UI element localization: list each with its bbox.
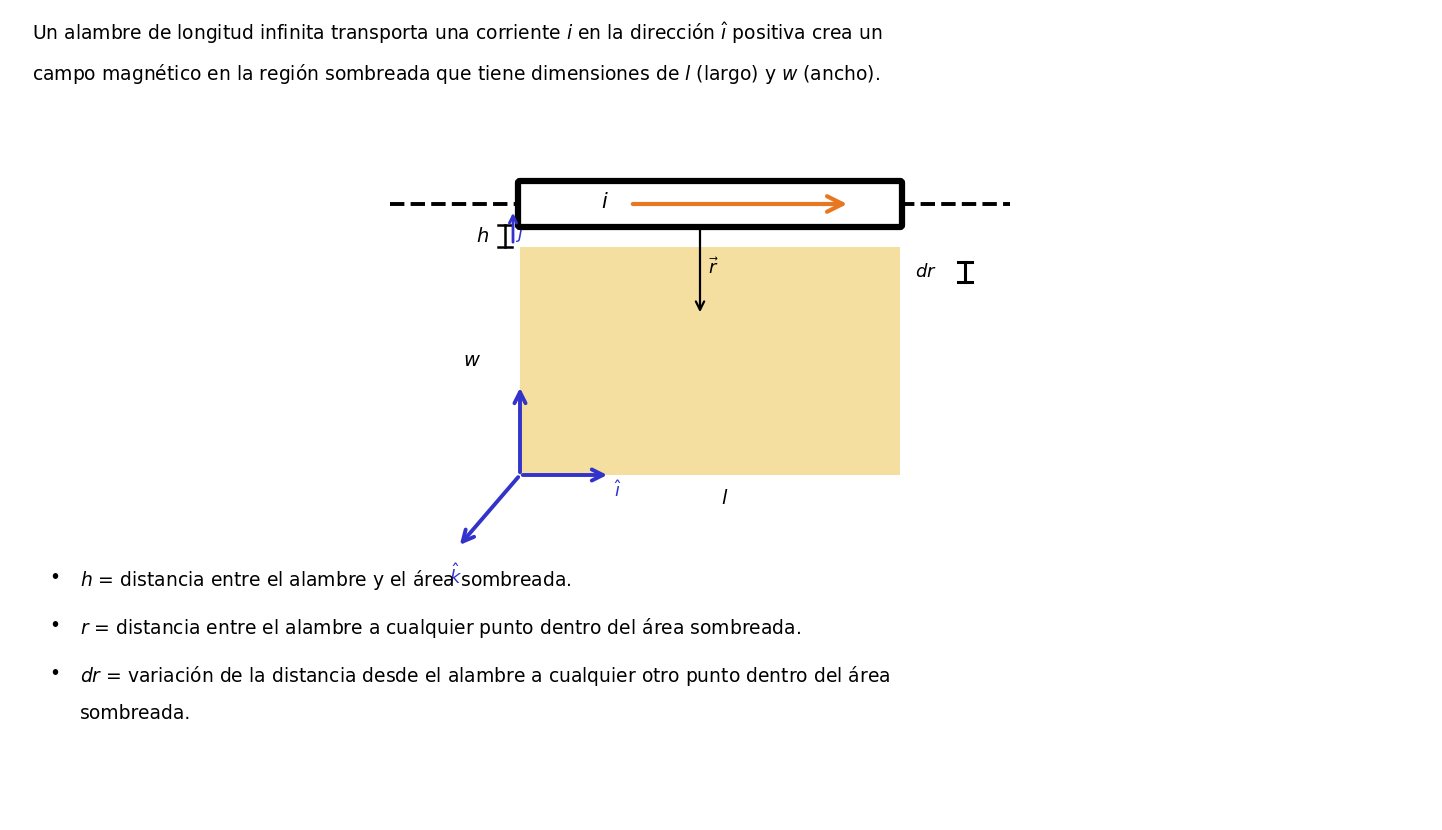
Text: •: • xyxy=(49,568,61,587)
Text: $\vec{r}$: $\vec{r}$ xyxy=(708,257,720,278)
Text: $dr$ = variación de la distancia desde el alambre a cualquier otro punto dentro : $dr$ = variación de la distancia desde e… xyxy=(79,664,890,688)
Text: $dr$: $dr$ xyxy=(916,263,937,281)
Text: sombreada.: sombreada. xyxy=(79,704,192,723)
Text: $\hat{\jmath}$: $\hat{\jmath}$ xyxy=(515,220,525,245)
Text: •: • xyxy=(49,616,61,635)
Text: $\hat{k}$: $\hat{k}$ xyxy=(450,563,463,588)
Text: $l$: $l$ xyxy=(721,489,728,507)
Text: $i$: $i$ xyxy=(601,192,609,212)
Text: $r$ = distancia entre el alambre a cualquier punto dentro del área sombreada.: $r$ = distancia entre el alambre a cualq… xyxy=(79,616,802,640)
Bar xyxy=(521,247,900,475)
FancyBboxPatch shape xyxy=(518,181,903,227)
Text: •: • xyxy=(49,664,61,683)
Text: $h$ = distancia entre el alambre y el área sombreada.: $h$ = distancia entre el alambre y el ár… xyxy=(79,568,571,592)
Text: Un alambre de longitud infinita transporta una corriente $i$ en la dirección $\h: Un alambre de longitud infinita transpor… xyxy=(32,20,883,46)
Text: campo magnético en la región sombreada que tiene dimensiones de $l$ (largo) y $w: campo magnético en la región sombreada q… xyxy=(32,62,880,86)
Text: $w$: $w$ xyxy=(463,350,482,369)
Text: $\hat{\imath}$: $\hat{\imath}$ xyxy=(614,480,622,500)
Text: $h$: $h$ xyxy=(476,227,489,246)
